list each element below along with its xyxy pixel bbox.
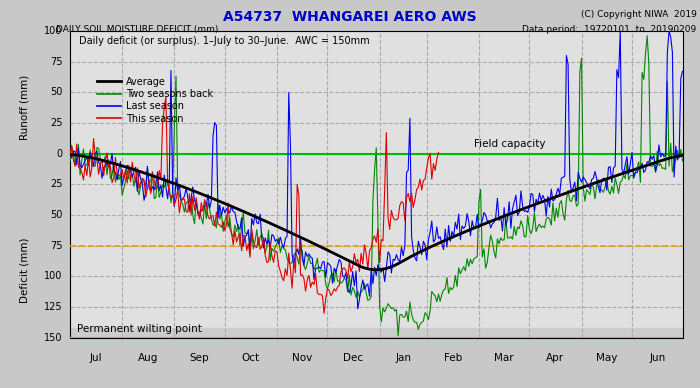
Legend: Average, Two seasons back, Last season, This season: Average, Two seasons back, Last season, … bbox=[93, 73, 217, 128]
Text: Apr: Apr bbox=[547, 353, 564, 364]
Text: 25: 25 bbox=[50, 118, 63, 128]
Text: 0: 0 bbox=[57, 149, 63, 159]
Text: Jan: Jan bbox=[395, 353, 411, 364]
Text: 50: 50 bbox=[50, 210, 63, 220]
Text: Deficit (mm): Deficit (mm) bbox=[19, 237, 29, 303]
Text: Dec: Dec bbox=[344, 353, 363, 364]
Bar bbox=[70, 328, 682, 338]
Text: May: May bbox=[596, 353, 617, 364]
Text: Feb: Feb bbox=[444, 353, 462, 364]
Text: Jul: Jul bbox=[90, 353, 102, 364]
Text: Data period:  19720101  to  20190209: Data period: 19720101 to 20190209 bbox=[522, 25, 696, 34]
Text: 25: 25 bbox=[50, 179, 63, 189]
Text: Oct: Oct bbox=[241, 353, 260, 364]
Text: 125: 125 bbox=[44, 302, 63, 312]
Text: Permanent wilting point: Permanent wilting point bbox=[77, 324, 202, 334]
Text: Runoff (mm): Runoff (mm) bbox=[19, 75, 29, 140]
Text: Field capacity: Field capacity bbox=[474, 139, 545, 149]
Text: Daily deficit (or surplus). 1–July to 30–June.  AWC = 150mm: Daily deficit (or surplus). 1–July to 30… bbox=[79, 36, 370, 46]
Text: 150: 150 bbox=[44, 333, 63, 343]
Text: 100: 100 bbox=[44, 271, 63, 281]
Text: Mar: Mar bbox=[494, 353, 514, 364]
Text: (C) Copyright NIWA  2019: (C) Copyright NIWA 2019 bbox=[580, 10, 696, 19]
Text: Nov: Nov bbox=[292, 353, 312, 364]
Text: 75: 75 bbox=[50, 57, 63, 67]
Text: DAILY SOIL MOISTURE DEFICIT (mm): DAILY SOIL MOISTURE DEFICIT (mm) bbox=[56, 25, 218, 34]
Text: 75: 75 bbox=[50, 241, 63, 251]
Text: 50: 50 bbox=[50, 87, 63, 97]
Text: Aug: Aug bbox=[138, 353, 158, 364]
Text: 100: 100 bbox=[44, 26, 63, 36]
Text: Sep: Sep bbox=[190, 353, 209, 364]
Text: Jun: Jun bbox=[650, 353, 666, 364]
Text: A54737  WHANGAREI AERO AWS: A54737 WHANGAREI AERO AWS bbox=[223, 10, 477, 24]
